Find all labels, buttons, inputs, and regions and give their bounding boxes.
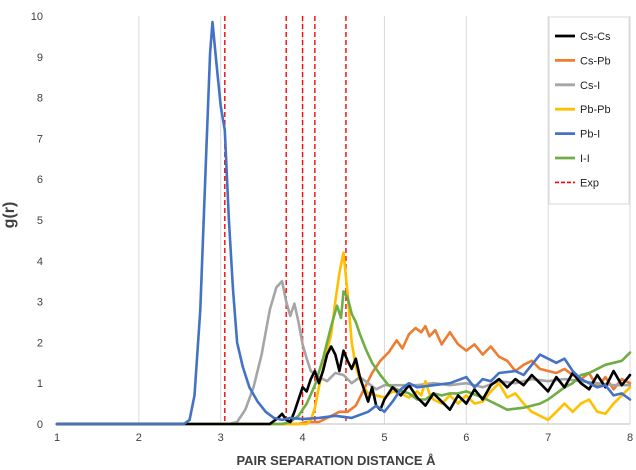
x-tick-label: 3: [218, 432, 224, 444]
y-tick-label: 3: [37, 297, 43, 309]
series-line-cs-i: [55, 279, 632, 426]
legend-label: Cs-Pb: [580, 55, 611, 67]
series-line-cs-cs: [55, 345, 632, 426]
series-lines: [55, 20, 632, 426]
series-line-pb-i: [55, 20, 632, 426]
y-tick-label: 10: [31, 11, 43, 23]
series-line-pb-pb: [55, 251, 632, 426]
legend: Cs-Cs Cs-Pb Cs-I Pb-Pb Pb-I I-I Exp: [548, 16, 630, 205]
series-line-i-i: [55, 290, 632, 426]
x-tick-label: 2: [136, 432, 142, 444]
y-axis-title: g(r): [1, 202, 18, 229]
x-tick-label: 6: [463, 432, 469, 444]
x-tick-label: 5: [381, 432, 387, 444]
y-tick-label: 1: [37, 378, 43, 390]
x-axis-title: PAIR SEPARATION DISTANCE Å: [236, 453, 436, 468]
y-tick-label: 2: [37, 337, 43, 349]
x-tick-label: 8: [627, 432, 633, 444]
legend-label: I-I: [580, 153, 590, 165]
y-tick-label: 6: [37, 174, 43, 186]
y-tick-label: 8: [37, 93, 43, 105]
legend-label: Cs-I: [580, 80, 600, 92]
legend-label: Pb-I: [580, 129, 600, 141]
y-tick-label: 0: [37, 419, 43, 431]
x-tick-label: 7: [545, 432, 551, 444]
y-tick-label: 9: [37, 52, 43, 64]
x-tick-label: 1: [54, 432, 60, 444]
legend-label: Exp: [580, 177, 599, 189]
legend-label: Pb-Pb: [580, 104, 611, 116]
y-tick-label: 5: [37, 215, 43, 227]
legend-label: Cs-Cs: [580, 31, 611, 43]
x-tick-label: 4: [300, 432, 306, 444]
y-tick-label: 7: [37, 133, 43, 145]
y-tick-label: 4: [37, 256, 43, 268]
